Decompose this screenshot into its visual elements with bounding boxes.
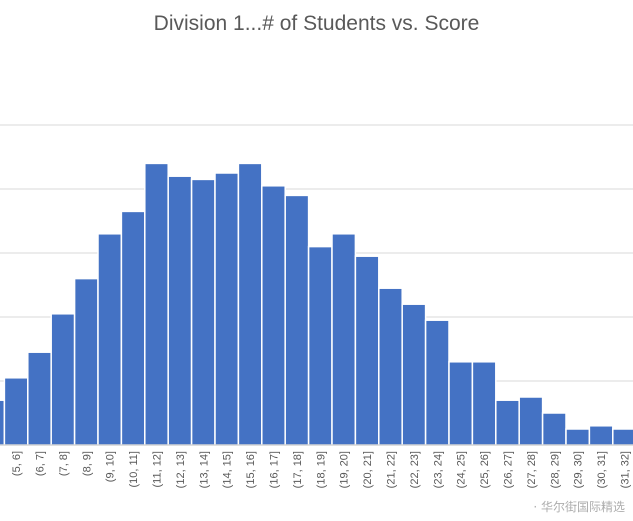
bar [495,399,520,446]
x-tick-label: (31, 32] [620,451,632,488]
x-tick-label: (20, 21] [362,451,374,488]
bar [331,233,357,446]
x-tick-label: (18, 19] [315,451,327,488]
bar [97,233,123,446]
bar [144,162,169,446]
bar [120,210,146,446]
bar [3,377,29,446]
x-tick-label: (9, 10] [105,451,117,482]
x-tick-label: (15, 16] [245,451,257,488]
bar [190,178,216,446]
x-tick-label: (7, 8] [58,451,70,476]
bar [50,313,76,446]
bar [424,319,450,446]
x-tick-label: (21, 22] [386,451,398,488]
chart-title: Division 1...# of Students vs. Score [153,12,480,35]
x-tick-label: (19, 20] [339,451,351,488]
bar [307,245,333,446]
bar [588,425,614,446]
x-tick-label: (5, 6] [11,451,23,476]
bars [0,162,633,446]
x-tick-label: (24, 25] [456,451,468,488]
bar [565,428,591,446]
bar [27,351,52,446]
bar [237,162,263,446]
watermark: · 华尔街国际精选 [533,500,625,514]
x-tick-label: (27, 28] [526,451,538,488]
x-tick-label: (8, 9] [81,451,93,476]
bar [541,412,567,446]
x-tick-label: (22, 23] [409,451,421,488]
bar [471,361,497,446]
x-tick-label: (13, 14] [198,451,210,488]
x-tick-label: (17, 18] [292,451,304,488]
bar [214,172,240,446]
x-tick-label: (10, 11] [128,451,140,488]
x-tick-label: (28, 29] [549,451,561,488]
bar [261,185,286,446]
bar [448,361,474,446]
bar [401,303,427,446]
x-tick-label: (14, 15] [222,451,234,488]
bar [612,428,633,446]
x-tick-label: (11, 12] [152,451,164,488]
x-tick-label: (29, 30] [573,451,585,488]
x-tick-labels: [4, 5](5, 6](6, 7](7, 8](8, 9](9, 10](10… [11,451,632,488]
x-tick-label: (12, 13] [175,451,187,488]
x-tick-label: (23, 24] [432,451,444,488]
bar [378,287,403,446]
x-tick-label: (6, 7] [35,451,47,476]
x-tick-label: (30, 31] [596,451,608,488]
x-tick-label: (16, 17] [269,451,281,488]
x-tick-label: (26, 27] [503,451,515,488]
bar [354,255,380,446]
bar [73,277,99,446]
bar [167,175,193,446]
bar [284,194,310,446]
bar [518,396,544,446]
x-tick-label: (25, 26] [479,451,491,488]
